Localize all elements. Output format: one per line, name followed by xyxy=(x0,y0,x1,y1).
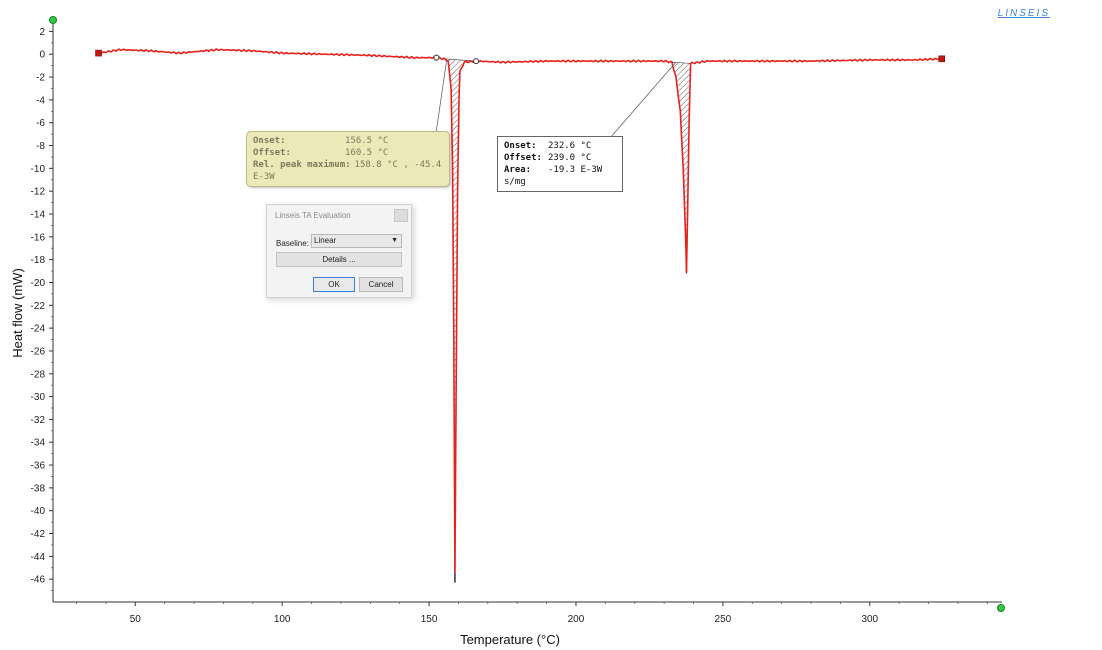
y-tick-label: -10 xyxy=(31,164,46,175)
y-tick-label: -30 xyxy=(31,392,46,403)
close-icon[interactable] xyxy=(394,209,408,222)
y-ticks: 2 0 -2 -4 -6 -8 -10 -12 -14 -16 -18 -20 -22 -24 -26 -28… xyxy=(31,27,53,591)
peak-value: 158.8 °C , -45.4 E-3W xyxy=(253,160,442,182)
y-tick-label: -28 xyxy=(31,369,46,380)
offset-key: Offset: xyxy=(253,148,291,158)
chevron-down-icon: ▼ xyxy=(391,237,398,244)
annotation-leaders xyxy=(435,59,677,139)
y-tick-label: -8 xyxy=(36,141,45,152)
onset-value: 232.6 °C xyxy=(548,141,592,151)
range-end-marker[interactable] xyxy=(938,55,946,63)
y-tick-label: -24 xyxy=(31,324,46,335)
y-tick-label: -32 xyxy=(31,415,46,426)
offset-value: 239.0 °C xyxy=(548,153,592,163)
y-tick-label: 0 xyxy=(39,50,45,61)
y-tick-label: -38 xyxy=(31,483,46,494)
y-tick-label: -34 xyxy=(31,438,46,449)
y-tick-label: -44 xyxy=(31,552,46,563)
leader-line-2 xyxy=(609,61,677,139)
brand-logo: LINSEIS xyxy=(997,8,1050,19)
cancel-button[interactable]: Cancel xyxy=(359,277,403,292)
x-axis-title: Temperature (°C) xyxy=(460,632,560,647)
x-tick-label: 250 xyxy=(715,614,732,625)
y-tick-label: -6 xyxy=(36,118,45,129)
dialog-title: Linseis TA Evaluation xyxy=(275,211,351,220)
onset-key: Onset: xyxy=(253,136,286,146)
axes xyxy=(52,20,1002,603)
onset-value: 156.5 °C xyxy=(345,136,389,146)
offset-value: 160.5 °C xyxy=(345,148,389,158)
y-tick-label: -20 xyxy=(31,278,46,289)
annotation-peak-2[interactable]: Onset: 232.6 °C Offset: 239.0 °C Area: -19.… xyxy=(497,136,623,192)
y-tick-label: -36 xyxy=(31,461,46,472)
ok-button[interactable]: OK xyxy=(313,277,355,292)
x-tick-label: 200 xyxy=(568,614,585,625)
y-tick-label: -40 xyxy=(31,506,46,517)
range-start-marker[interactable] xyxy=(95,49,102,57)
x-tick-label: 300 xyxy=(861,614,878,625)
axis-top-handle[interactable] xyxy=(49,16,57,24)
onset-key: Onset: xyxy=(504,141,537,151)
baseline-point-2[interactable] xyxy=(473,58,480,65)
leader-line-1 xyxy=(435,59,448,134)
series-line xyxy=(98,48,942,573)
x-tick-label: 50 xyxy=(130,614,142,625)
y-axis-title: Heat flow (mW) xyxy=(10,268,25,358)
y-tick-label: -2 xyxy=(36,73,45,84)
y-tick-label: -12 xyxy=(31,187,46,198)
baseline-label: Baseline: xyxy=(276,239,309,248)
y-tick-label: -46 xyxy=(31,575,46,586)
y-tick-label: -18 xyxy=(31,255,46,266)
y-tick-label: -14 xyxy=(31,210,46,221)
ta-evaluation-dialog: Linseis TA Evaluation Baseline: Linear ▼… xyxy=(266,204,412,298)
baseline-select-value: Linear xyxy=(314,236,337,245)
x-tick-label: 100 xyxy=(274,614,291,625)
details-button[interactable]: Details ... xyxy=(276,252,402,267)
baseline-point-1[interactable] xyxy=(433,54,440,61)
peak-key: Rel. peak maximum: xyxy=(253,160,351,170)
y-tick-label: -26 xyxy=(31,346,46,357)
baseline-select[interactable]: Linear ▼ xyxy=(311,234,402,248)
x-tick-label: 150 xyxy=(421,614,438,625)
offset-key: Offset: xyxy=(504,153,542,163)
y-tick-label: -4 xyxy=(36,95,45,106)
axis-right-handle[interactable] xyxy=(997,604,1005,612)
y-tick-label: -42 xyxy=(31,529,46,540)
area-value: -19.3 E-3W s/mg xyxy=(504,165,603,187)
area-key: Area: xyxy=(504,165,532,175)
y-tick-label: -16 xyxy=(31,232,46,243)
x-ticks: 50 100 150 200 250 300 xyxy=(76,602,988,625)
annotation-peak-1[interactable]: Onset: 156.5 °C Offset: 160.5 °C Rel. peak… xyxy=(246,131,450,187)
markers xyxy=(95,49,946,65)
y-tick-label: 2 xyxy=(39,27,45,38)
y-tick-label: -22 xyxy=(31,301,46,312)
